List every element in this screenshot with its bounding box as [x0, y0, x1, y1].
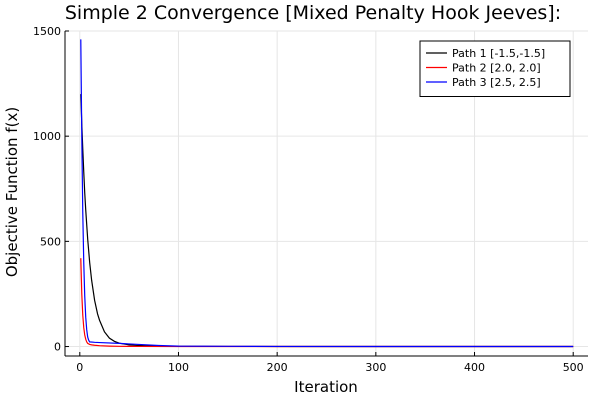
legend-box [419, 40, 571, 97]
axes-layer: 0 100 200 300 400 500 0 500 1000 1500 [33, 25, 588, 374]
y-axis-label: Objective Function f(x) [3, 107, 21, 277]
legend: Path 1 [-1.5,-1.5] Path 2 [2.0, 2.0]Path … [419, 40, 571, 97]
series-line-3 [80, 39, 574, 348]
chart-title: Simple 2 Convergence [Mixed Penalty Hook… [65, 2, 561, 24]
x-tick-label-2: 200 [267, 361, 288, 374]
x-tick-label-5: 500 [563, 361, 584, 374]
legend-label-1: Path 1 [-1.5,-1.5] [452, 47, 545, 60]
x-tick-label-3: 300 [365, 361, 386, 374]
y-tick-label-2: 1000 [33, 130, 61, 143]
y-tick-label-0: 0 [54, 341, 61, 354]
x-tick-label-1: 100 [168, 361, 189, 374]
legend-label-3: Path 3 [2.5, 2.5] [452, 76, 541, 89]
x-tick-label-4: 400 [464, 361, 485, 374]
x-axis-label: Iteration [294, 378, 358, 396]
legend-label-2: Path 2 [2.0, 2.0] [452, 62, 541, 75]
y-tick-label-3: 1500 [33, 25, 61, 38]
y-tick-label-1: 500 [40, 235, 61, 248]
series-layer [80, 39, 574, 348]
x-tick-label-0: 0 [76, 361, 83, 374]
